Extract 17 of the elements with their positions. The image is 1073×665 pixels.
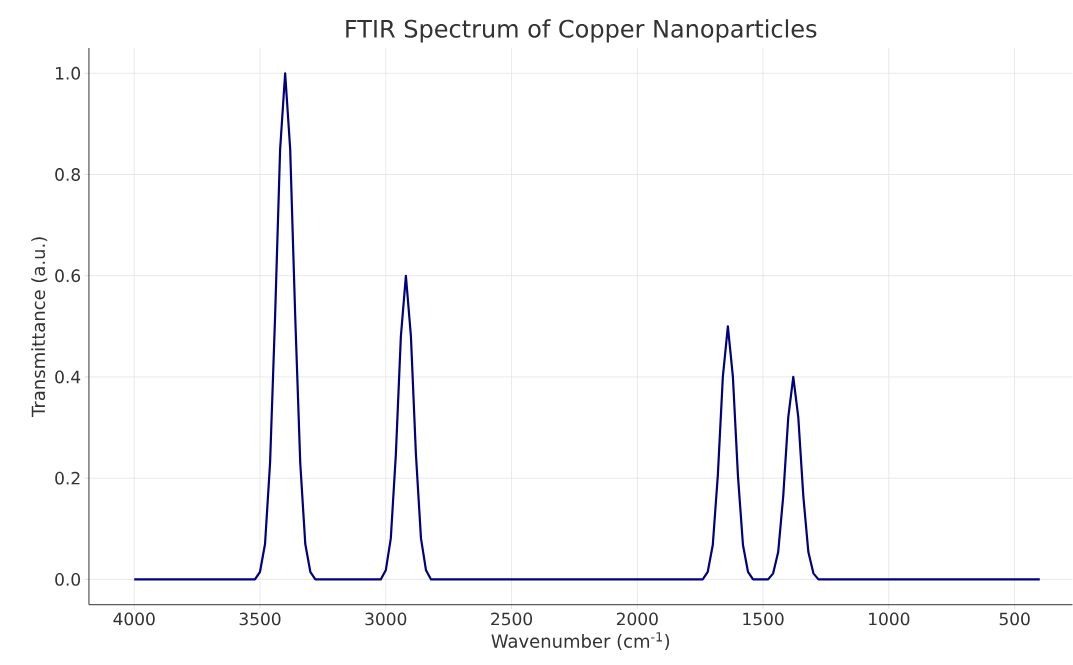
y-axis-title: Transmittance (a.u.) (31, 237, 48, 418)
y-tick-label: 0.6 (55, 269, 81, 283)
x-tick-label: 2000 (616, 612, 658, 626)
x-tick-label: 3000 (365, 612, 407, 626)
x-tick-label: 1500 (743, 612, 784, 626)
chart-title: FTIR Spectrum of Copper Nanoparticles (346, 19, 817, 43)
x-tick-label: 2500 (491, 612, 533, 626)
y-tick-label: 0.8 (55, 168, 80, 182)
x-tick-label: 4000 (113, 612, 155, 626)
y-tick-label: 0.4 (55, 370, 81, 384)
x-tick-label: 500 (999, 612, 1030, 626)
y-tick-label: 0.2 (55, 471, 80, 485)
x-tick-label: 3500 (239, 612, 281, 626)
x-tick-label: 1000 (869, 612, 910, 626)
x-axis-title: Wavenumber (cm$^{-1}$) (491, 632, 670, 651)
y-tick-label: 0.0 (55, 573, 81, 586)
y-tick-label: 1.0 (55, 67, 81, 80)
